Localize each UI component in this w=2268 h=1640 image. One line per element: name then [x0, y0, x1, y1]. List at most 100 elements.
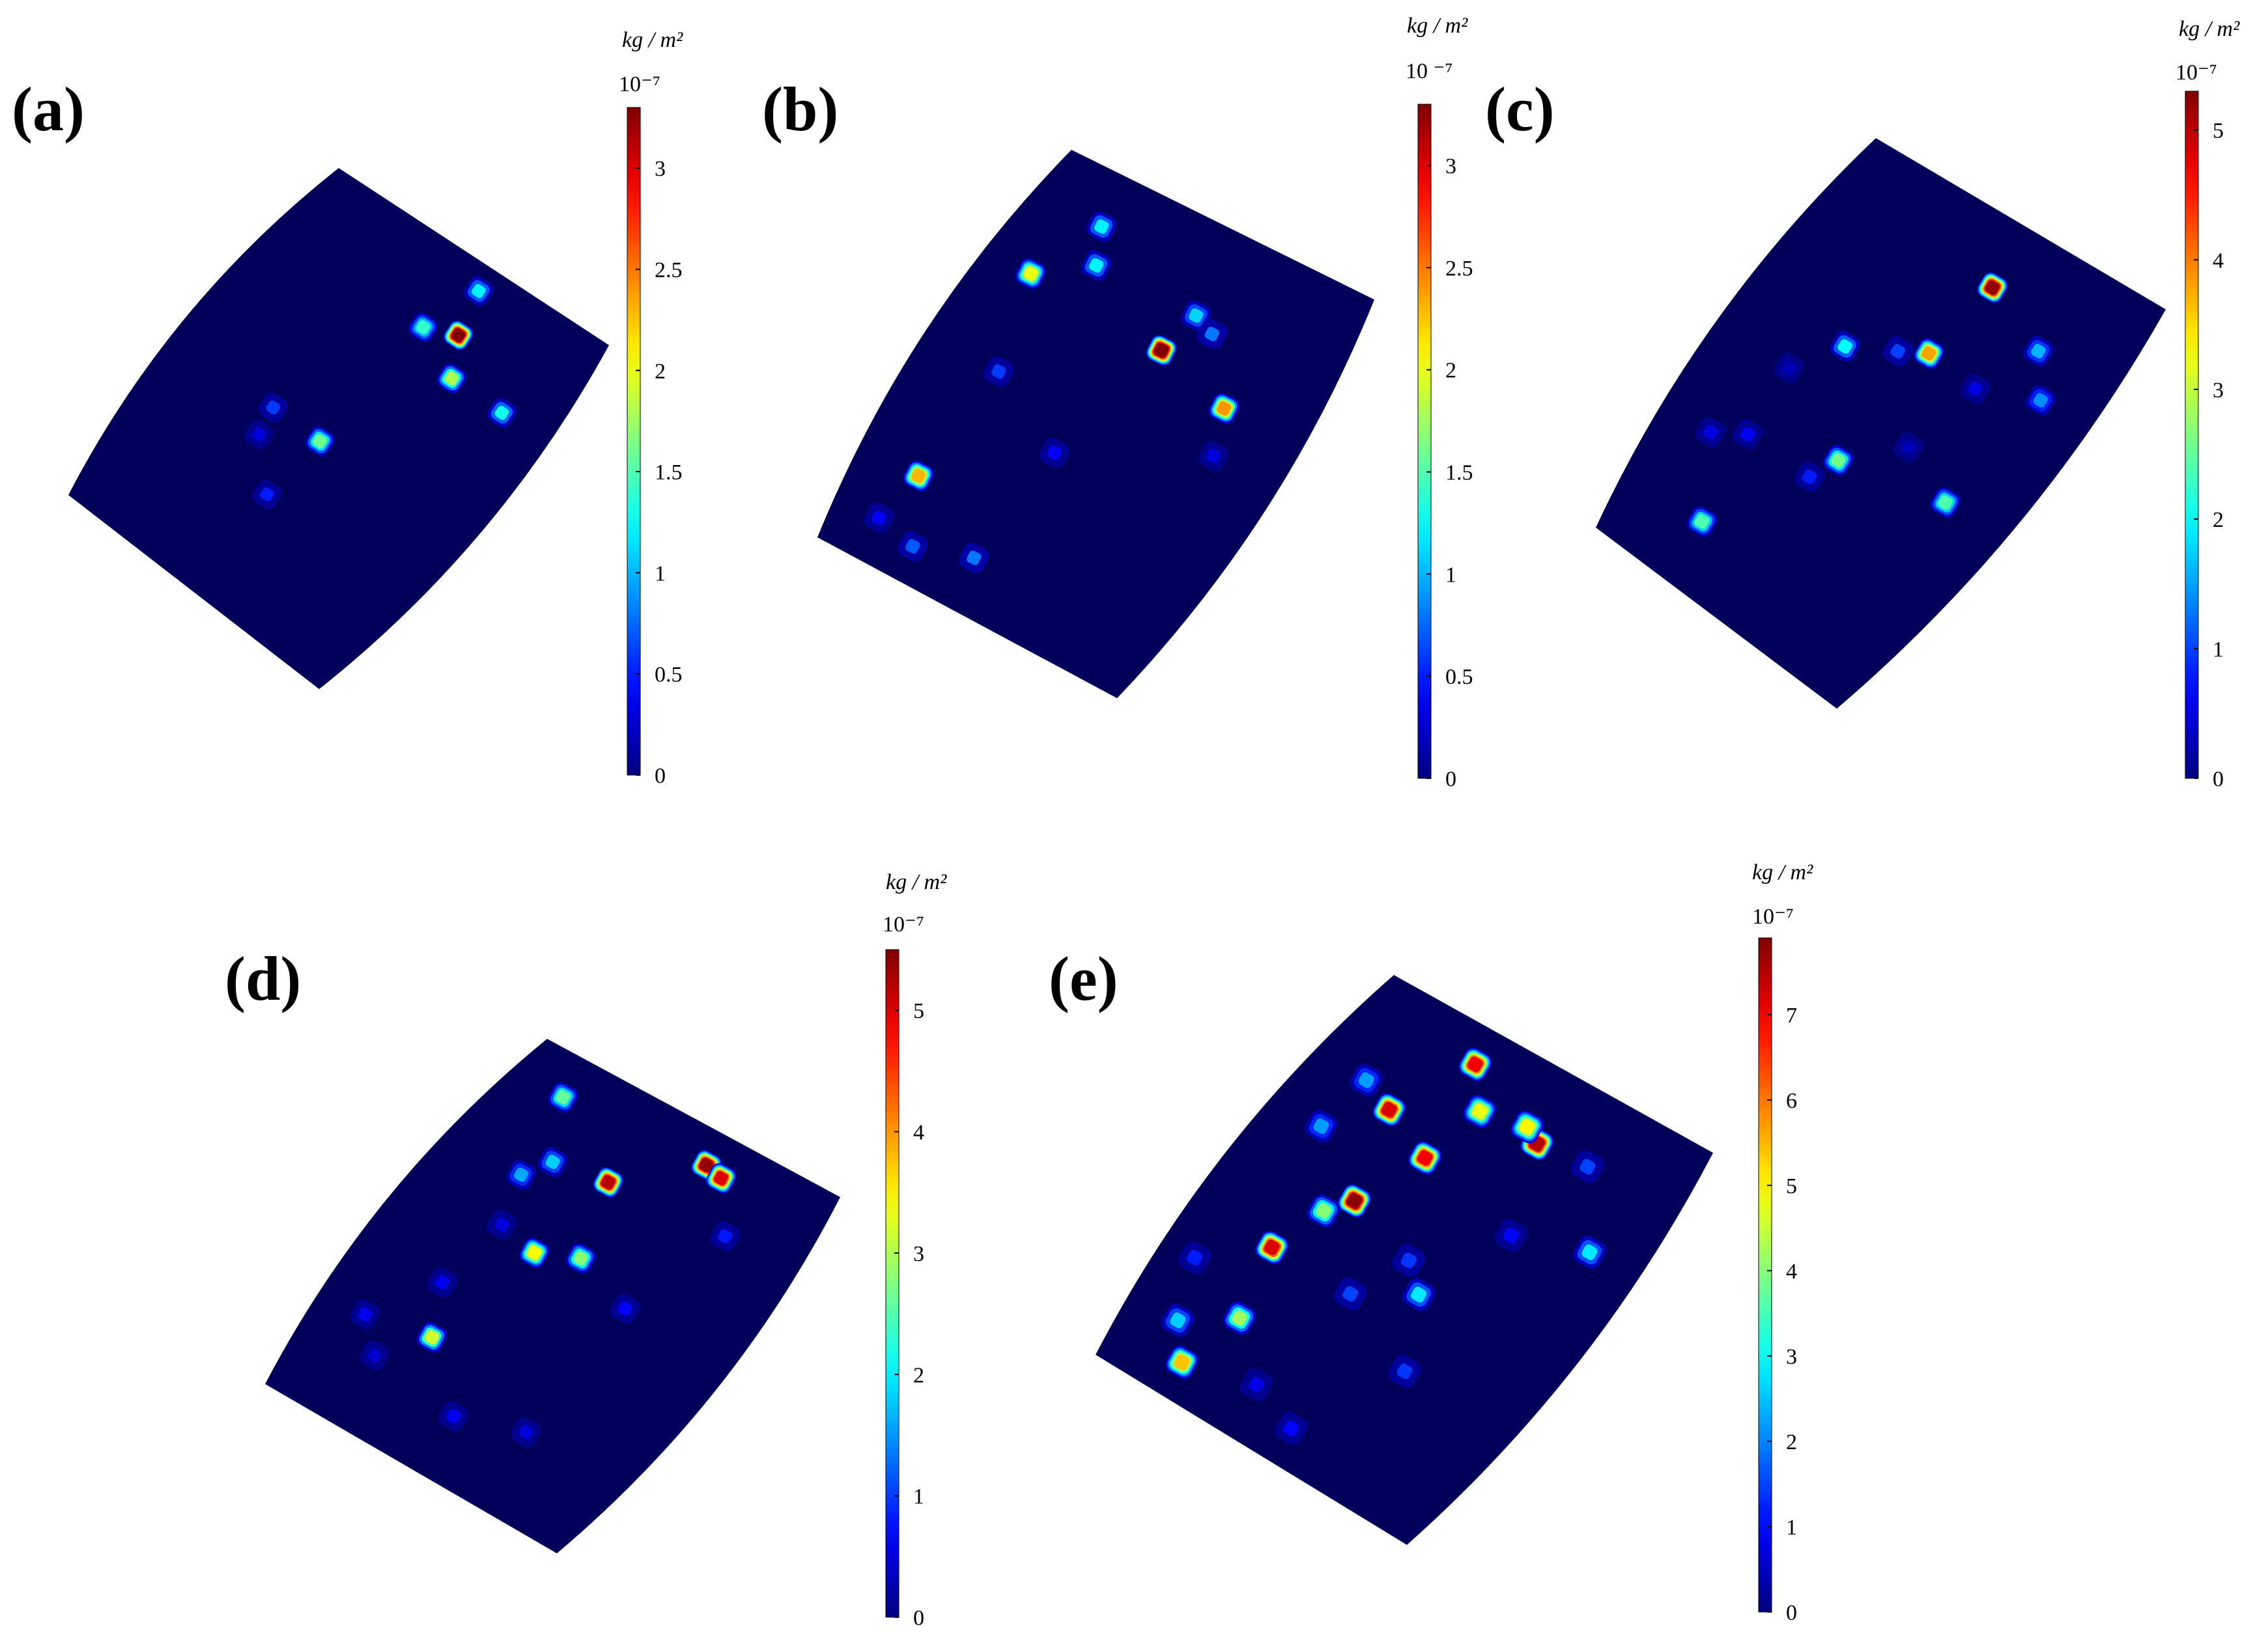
colorbar-tick-label: 4	[1786, 1260, 1797, 1284]
heat-spot-layer	[444, 371, 459, 386]
heat-spot	[537, 1147, 568, 1178]
heat-spot-layer	[1174, 1354, 1190, 1370]
heat-spot	[1571, 1150, 1604, 1183]
heat-spot-layer	[617, 1301, 632, 1316]
colorbar: 0 1 2 3 4 5	[2185, 91, 2224, 791]
heat-spot	[1305, 1109, 1338, 1143]
heat-spot	[1402, 1278, 1436, 1311]
heat-spot	[1695, 416, 1726, 447]
colorbar-tick-label: 3	[1445, 154, 1456, 178]
colorbar-title: kg / m²	[886, 870, 947, 894]
heat-spot	[1307, 1194, 1340, 1228]
heat-spot-layer	[472, 284, 486, 298]
heat-spot-layer	[601, 1175, 616, 1190]
heat-spot	[444, 320, 474, 350]
colorbar-tick-label: 3	[1786, 1345, 1797, 1369]
heat-spot-layer	[1703, 425, 1718, 440]
heat-spot-layer	[251, 427, 266, 442]
heat-spot	[903, 460, 934, 491]
heat-spot	[1333, 1277, 1367, 1310]
colorbar-tick-label: 2.5	[655, 258, 683, 282]
surface-plot	[1096, 975, 1713, 1545]
heat-spot	[1977, 272, 2008, 303]
panel-c: (c) 0 1 2 3 4 5 kg / m² 10⁻⁷	[1485, 17, 2240, 791]
colorbar-tick-label: 4	[913, 1121, 924, 1145]
heat-spot-layer	[367, 1348, 382, 1363]
colorbar-tick-label: 0.5	[655, 663, 683, 687]
heat-spot	[1774, 352, 1804, 384]
heat-spot-layer	[1890, 344, 1905, 359]
heat-spot	[1794, 461, 1825, 492]
colorbar-tick-label: 2	[655, 360, 666, 384]
heat-spot-layer	[1740, 427, 1755, 442]
heat-spot	[1178, 1241, 1212, 1275]
heat-spot	[252, 479, 282, 509]
surface-background	[1596, 138, 2166, 709]
colorbar: 0 1 2 3 4 5 6 7	[1758, 937, 1797, 1625]
heat-spot-layer	[967, 550, 982, 565]
heat-spot	[1208, 393, 1240, 424]
heat-spot-layer	[1283, 1421, 1299, 1437]
colorbar-tick-label: 3	[655, 157, 666, 181]
heat-spot-layer	[260, 487, 274, 502]
heat-spot-layer	[1170, 1312, 1186, 1329]
surface-background	[817, 150, 1374, 698]
heat-spot	[610, 1294, 640, 1324]
colorbar-tick-label: 0	[1786, 1601, 1797, 1625]
panel-label: (c)	[1485, 74, 1555, 144]
heat-spot-layer	[1901, 440, 1916, 455]
colorbar-gradient	[1417, 104, 1432, 779]
colorbar-gradient	[1758, 937, 1772, 1613]
heat-spot	[1408, 1141, 1441, 1175]
heat-spot-layer	[1154, 343, 1169, 358]
heat-spot	[1732, 419, 1763, 449]
heat-spot-layer	[1968, 381, 1983, 397]
heat-spot-layer	[1315, 1203, 1332, 1219]
heat-spot-layer	[1411, 1286, 1427, 1303]
heat-spot	[438, 1401, 469, 1432]
heat-spot	[1086, 211, 1117, 242]
heat-spot	[1223, 1301, 1256, 1335]
heat-spot-layer	[313, 434, 327, 449]
heat-spot-layer	[434, 1275, 449, 1290]
heat-spot	[1913, 338, 1944, 369]
heat-spot-layer	[1023, 266, 1038, 281]
panel-label: (e)	[1049, 944, 1118, 1013]
panel-b: (b) 0 0.5 1 1.5 2 2.5 3 kg / m² 10 ⁻⁷	[762, 14, 1473, 791]
heat-spot-layer	[358, 1307, 373, 1322]
colorbar: 0 0.5 1 1.5 2 2.5 3	[627, 107, 683, 788]
heat-spot	[487, 1209, 517, 1240]
heat-spot	[305, 426, 335, 456]
heat-spot-layer	[1381, 1101, 1397, 1118]
colorbar-gradient	[885, 949, 900, 1618]
heat-spot-layer	[1346, 1193, 1363, 1209]
heat-spot	[1392, 1244, 1425, 1277]
heat-spot-layer	[494, 406, 509, 420]
surface-background	[68, 168, 609, 689]
heat-spot-layer	[446, 1409, 461, 1424]
heat-spot-layer	[1206, 448, 1221, 463]
heat-spot	[511, 1417, 541, 1447]
heat-spot-layer	[1519, 1119, 1535, 1135]
heat-spot	[1494, 1219, 1528, 1252]
colorbar-tick-label: 2	[913, 1363, 924, 1387]
heat-spot-layer	[545, 1155, 560, 1169]
colorbar-exponent: 10 ⁻⁷	[1406, 59, 1453, 83]
heat-spot-layer	[1358, 1072, 1374, 1088]
heat-spot	[1882, 335, 1914, 367]
colorbar-tick-label: 1	[2213, 638, 2224, 662]
heat-spot	[350, 1299, 380, 1330]
heat-spot	[1510, 1110, 1544, 1144]
heat-spot	[1198, 440, 1229, 472]
heat-spot-layer	[1231, 1310, 1247, 1326]
colorbar-exponent: 10⁻⁷	[883, 912, 924, 937]
heat-spot	[1039, 437, 1070, 468]
colorbar: 0 1 2 3 4 5	[885, 949, 924, 1630]
heat-spot	[705, 1163, 736, 1194]
heat-spot	[1463, 1094, 1496, 1128]
colorbar-tick-label: 5	[1786, 1174, 1797, 1198]
heat-spot	[984, 356, 1014, 387]
colorbar-tick-label: 6	[1786, 1089, 1797, 1113]
colorbar-gradient	[2185, 91, 2199, 779]
heat-spot	[506, 1159, 537, 1190]
